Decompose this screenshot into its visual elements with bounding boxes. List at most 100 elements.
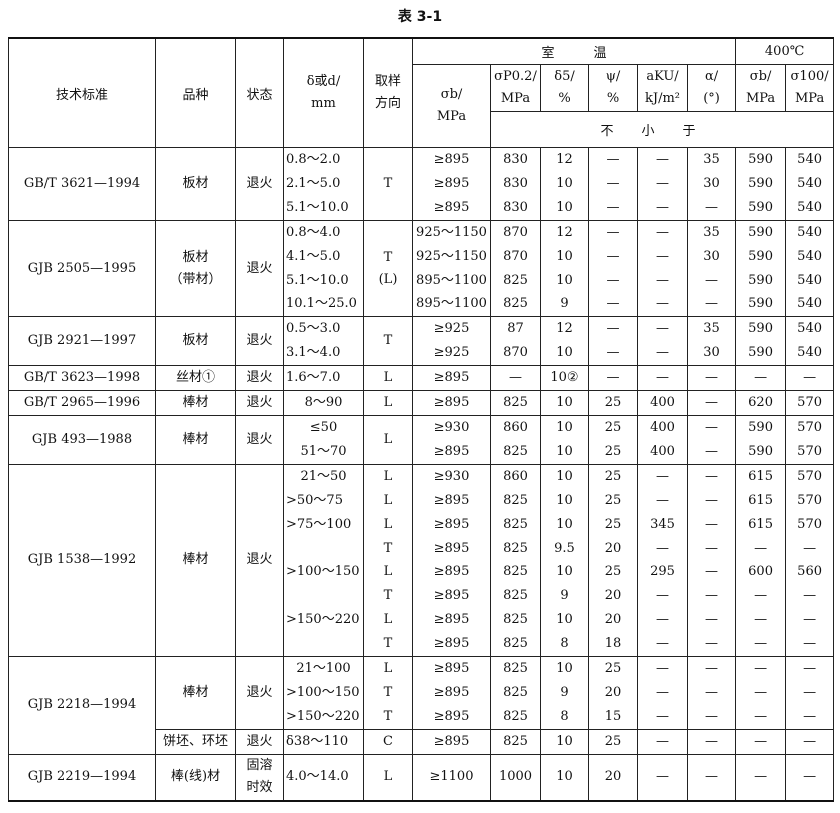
value-cell: 925～1150 — [412, 244, 491, 269]
value-cell: 590 — [735, 146, 787, 172]
direction-cell: T — [363, 536, 413, 561]
header-direction-l2: 方向 — [374, 96, 401, 111]
value-cell: — — [637, 171, 688, 196]
value-cell: 12 — [540, 316, 589, 342]
value-cell: — — [637, 365, 688, 391]
value-cell: 570 — [785, 414, 835, 440]
direction-cell: T — [363, 704, 413, 730]
state-cell: 退火 — [235, 316, 284, 366]
table-body: GB/T 3621—1994 板材 退火 0.8～2.0 T ≥895 830 12— —35 5… — [8, 146, 835, 802]
direction-cell: T — [363, 147, 413, 221]
table-row: GJB 1538—1992 棒材 退火 21～50 L ≥930 860 10 25— —615 5… — [8, 463, 835, 657]
value-cell: 25 — [588, 414, 638, 440]
product-cell: 棒材 — [155, 656, 236, 730]
header-state: 状态 — [235, 37, 284, 148]
table-row: GJB 2219—1994 棒(线)材 固溶 时效 4.0～14.0 L ≥1100 100… — [8, 753, 835, 802]
value-cell: — — [686, 268, 737, 293]
header-high-col: σ100/MPa — [785, 64, 835, 112]
value-cell: 590 — [735, 341, 787, 366]
product-cell: 丝材① — [155, 365, 236, 391]
size-cell: 3.1～4.0 — [283, 341, 364, 366]
table-row: 51～70 ≥895 825 10 25 400—590 570 — [9, 439, 835, 465]
size-cell: 51～70 — [283, 439, 364, 465]
value-cell: — — [588, 341, 638, 366]
table-row: 4.1～5.0 925～1150 870 10— —30 590 540 — [9, 244, 835, 269]
value-cell: 540 — [785, 244, 835, 269]
header-room-col-l1: σP0.2/ — [494, 69, 537, 84]
value-cell: 860 — [490, 463, 541, 489]
value-cell: 25 — [588, 512, 638, 537]
product-cell: 板材 — [155, 316, 236, 366]
value-cell: 570 — [785, 463, 835, 489]
value-cell: — — [686, 488, 737, 513]
table-header: 技术标准 品种 状态 δ或d/mm 取样 方向 室 温 400℃ σb/MPa σ… — [8, 37, 835, 148]
value-cell: 540 — [785, 316, 835, 342]
value-cell: — — [735, 536, 787, 561]
header-high-col-l1: σ100/ — [790, 69, 829, 84]
value-cell: — — [686, 365, 737, 391]
properties-table: 技术标准 品种 状态 δ或d/mm 取样 方向 室 温 400℃ σb/MPa σ… — [8, 37, 835, 802]
value-cell: 35 — [686, 316, 737, 342]
table-row: >50～75 L ≥895 825 10 25— —615 570 — [9, 488, 835, 513]
size-cell: >150～220 — [283, 608, 364, 657]
value-cell: 400 — [637, 439, 688, 465]
value-cell: ≥895 — [412, 680, 491, 705]
table-row: GB/T 3621—1994 板材 退火 0.8～2.0 T ≥895 830 12— —35 5… — [8, 146, 835, 221]
table-title: 表 3-1 — [397, 9, 443, 25]
value-cell: — — [686, 463, 737, 489]
state-cell: 退火 — [235, 656, 284, 730]
value-cell: ≥895 — [412, 390, 491, 416]
value-cell: 10② — [540, 365, 589, 391]
value-cell: 10 — [540, 753, 589, 802]
value-cell: — — [637, 488, 688, 513]
product-cell: 饼坯、环坯 — [155, 728, 236, 755]
size-cell: 4.0～14.0 — [283, 753, 364, 802]
direction-cell: T (L) — [363, 219, 413, 317]
header-room-col-l2: % — [606, 91, 620, 106]
header-sigma-b: σb/MPa — [412, 64, 491, 148]
size-cell: ≤50 — [283, 414, 364, 440]
table-row: >150～220 L ≥895 825 10 20— — — — — [9, 608, 835, 657]
standard-cell: GB/T 3623—1998 — [8, 365, 156, 391]
size-cell: 21～50 — [283, 463, 364, 489]
table-row: 2.1～5.0 ≥895 830 10— —30 590 540 — [9, 171, 835, 196]
value-cell: ≥895 — [412, 656, 491, 681]
value-cell: — — [637, 195, 688, 221]
value-cell: — — [637, 316, 688, 342]
size-cell: 1.6～7.0 — [283, 365, 364, 391]
value-cell: 400 — [637, 390, 688, 416]
value-cell: — — [735, 704, 787, 730]
value-cell: 10 — [540, 463, 589, 489]
value-cell: ≥930 — [412, 463, 491, 489]
value-cell: — — [588, 219, 638, 245]
value-cell: — — [637, 608, 688, 633]
value-cell: 35 — [686, 219, 737, 245]
standard-cell: GB/T 2965—1996 — [8, 390, 156, 416]
value-cell: — — [686, 656, 737, 681]
value-cell: 825 — [490, 728, 541, 755]
direction-cell: C — [363, 728, 413, 755]
product-cell: 棒材 — [155, 390, 236, 416]
header-room-col-l2: kJ/m² — [644, 91, 680, 106]
value-cell: — — [637, 728, 688, 755]
size-cell: 2.1～5.0 — [283, 171, 364, 196]
value-cell: — — [785, 656, 835, 681]
value-cell: 570 — [785, 439, 835, 465]
value-cell: 590 — [735, 171, 787, 196]
value-cell: — — [637, 463, 688, 489]
value-cell: — — [686, 195, 737, 221]
value-cell: 825 — [490, 268, 541, 293]
header-high-col-l2: MPa — [745, 91, 776, 106]
value-cell: 20 — [588, 608, 638, 633]
direction-cell: T — [363, 584, 413, 609]
value-cell: — — [686, 608, 737, 633]
value-cell: — — [785, 584, 835, 609]
value-cell: 25 — [588, 656, 638, 681]
value-cell: 25 — [588, 560, 638, 585]
header-high-temp: 400℃ — [735, 37, 835, 65]
value-cell: 10 — [540, 439, 589, 465]
value-cell: — — [588, 365, 638, 391]
table-row: >100～150 T ≥895 825 9 20— — — — — [9, 680, 835, 705]
value-cell: — — [588, 292, 638, 317]
value-cell: 590 — [735, 316, 787, 342]
